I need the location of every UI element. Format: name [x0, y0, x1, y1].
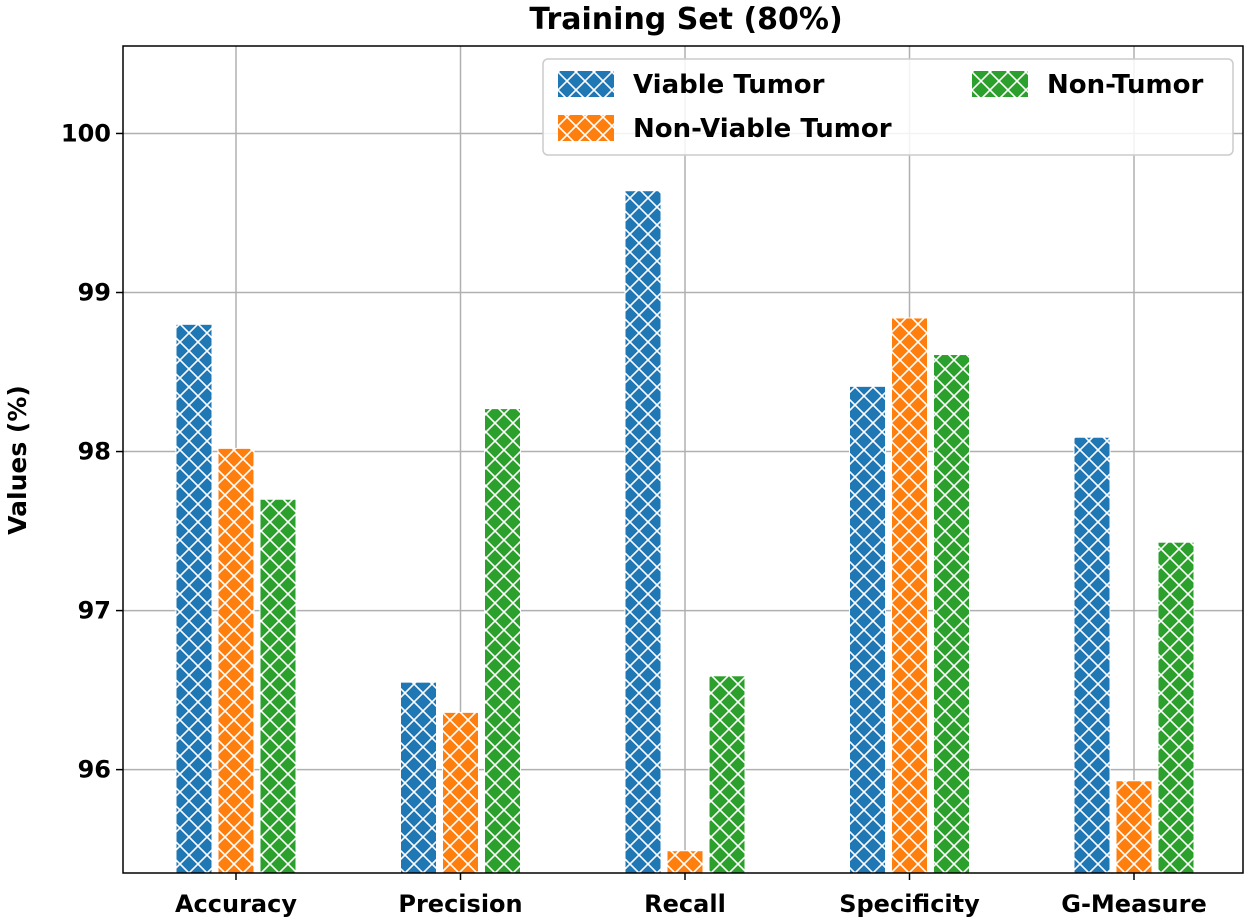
- bar-specificity-series-3: [933, 354, 970, 874]
- y-tick-label: 100: [61, 119, 111, 147]
- legend-label: Non-Viable Tumor: [633, 114, 892, 144]
- y-tick-label: 96: [78, 756, 111, 784]
- y-tick-label: 99: [78, 279, 111, 307]
- x-tick-label: Precision: [398, 890, 522, 918]
- bar-specificity-series-1: [849, 385, 886, 874]
- legend-label: Viable Tumor: [633, 70, 825, 100]
- bar-recall-series-1: [624, 190, 662, 874]
- bar-precision-series-3: [484, 408, 521, 874]
- bar-accuracy-series-3: [259, 498, 297, 874]
- bar-accuracy-series-1: [175, 323, 213, 874]
- bar-g-measure-series-3: [1157, 541, 1195, 874]
- axes: [116, 45, 1244, 880]
- bar-precision-series-2: [442, 711, 479, 874]
- x-tick-label: Recall: [644, 890, 726, 918]
- legend: Viable Tumor Non-Viable Tumor Non-Tumor: [542, 58, 1234, 156]
- y-tick-label: 97: [78, 597, 111, 625]
- legend-box: [542, 58, 1234, 156]
- bar-specificity-series-2: [891, 317, 928, 874]
- tick-labels: 96 97 98 99 100 Accuracy Precision Recall Specif…: [61, 119, 1207, 918]
- chart-title: Training Set (80%): [529, 2, 842, 37]
- y-axis-label: Values (%): [3, 385, 32, 535]
- legend-swatch: [558, 71, 614, 97]
- y-tick-label: 98: [78, 438, 111, 466]
- plot-frame: [122, 45, 1244, 874]
- bar-recall-series-2: [666, 850, 704, 874]
- x-tick-label: G-Measure: [1061, 890, 1207, 918]
- legend-swatch: [972, 71, 1028, 97]
- x-tick-label: Specificity: [839, 890, 980, 918]
- legend-swatch: [558, 115, 614, 141]
- bar-recall-series-3: [708, 675, 746, 874]
- x-tick-label: Accuracy: [175, 890, 297, 918]
- legend-label: Non-Tumor: [1047, 70, 1203, 100]
- bar-precision-series-1: [400, 681, 437, 874]
- bar-g-measure-series-2: [1115, 780, 1153, 874]
- bar-accuracy-series-2: [217, 447, 255, 874]
- bar-g-measure-series-1: [1073, 436, 1111, 874]
